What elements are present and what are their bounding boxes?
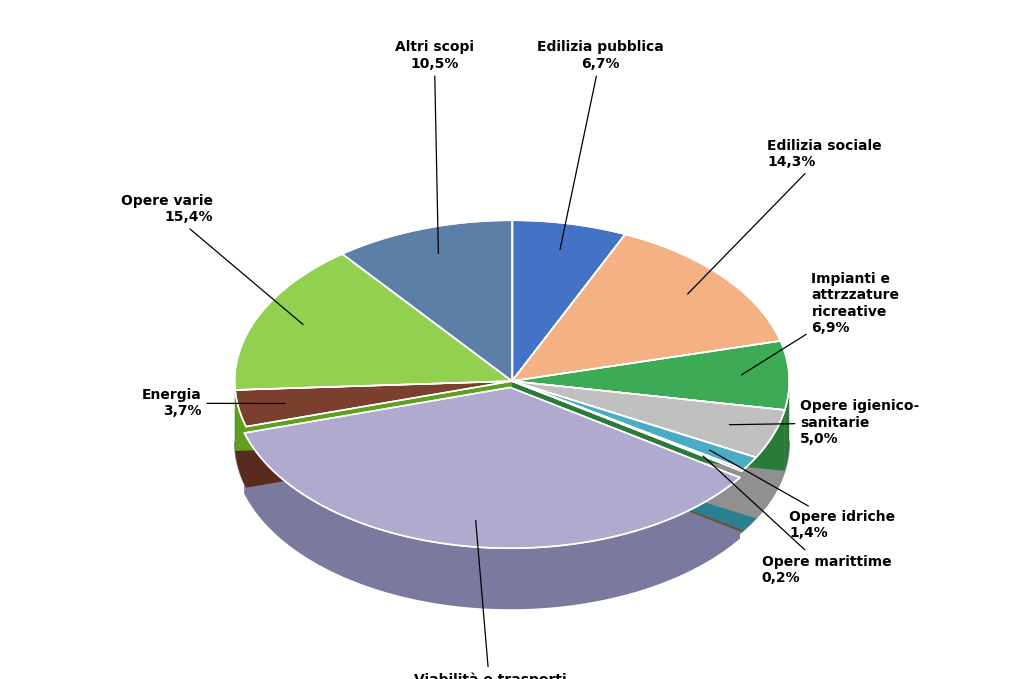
Polygon shape [245,433,740,609]
Polygon shape [236,381,512,426]
Polygon shape [743,458,756,530]
Text: Viabilità e trasporti
36,0%: Viabilità e trasporti 36,0% [414,521,566,679]
Polygon shape [245,388,740,548]
Polygon shape [510,388,740,538]
Polygon shape [512,381,741,532]
Polygon shape [512,341,790,410]
Text: Energia
3,7%: Energia 3,7% [141,388,286,418]
Polygon shape [512,220,626,381]
Polygon shape [234,442,790,603]
Polygon shape [342,220,512,381]
Text: Edilizia sociale
14,3%: Edilizia sociale 14,3% [687,139,882,294]
Polygon shape [512,381,743,530]
Polygon shape [756,410,784,518]
Text: Edilizia pubblica
6,7%: Edilizia pubblica 6,7% [538,40,665,249]
Text: Impianti e
attrzzature
ricreative
6,9%: Impianti e attrzzature ricreative 6,9% [741,272,899,375]
Polygon shape [512,381,756,518]
Polygon shape [236,381,512,451]
Text: Opere igienico-
sanitarie
5,0%: Opere igienico- sanitarie 5,0% [729,399,920,446]
Polygon shape [512,381,784,458]
Polygon shape [512,234,780,381]
Polygon shape [512,381,743,530]
Polygon shape [741,469,743,532]
Polygon shape [234,254,512,390]
Text: Opere marittime
0,2%: Opere marittime 0,2% [703,456,891,585]
Text: Opere varie
15,4%: Opere varie 15,4% [121,194,303,325]
Polygon shape [236,390,246,488]
Polygon shape [512,381,743,471]
Polygon shape [246,381,512,488]
Polygon shape [512,381,756,518]
Polygon shape [512,381,756,469]
Text: Altri scopi
10,5%: Altri scopi 10,5% [395,40,474,253]
Polygon shape [236,381,512,451]
Polygon shape [784,382,790,471]
Polygon shape [512,381,784,471]
Polygon shape [512,381,784,471]
Text: Opere idriche
1,4%: Opere idriche 1,4% [710,450,895,540]
Polygon shape [245,388,510,494]
